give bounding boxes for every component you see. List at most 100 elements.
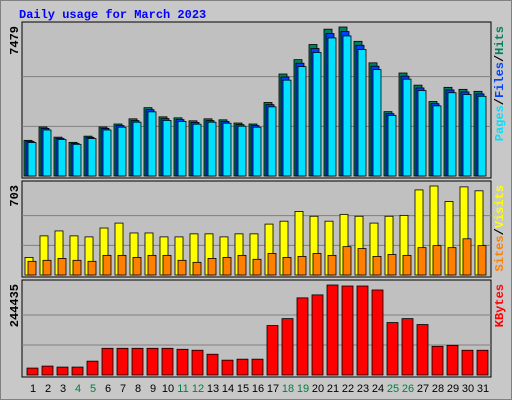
bar [192,261,202,276]
bar [177,121,187,177]
x-tick-label: 28 [432,383,444,395]
x-tick-label: 19 [297,383,309,395]
x-tick-label: 18 [282,383,294,395]
bar [372,69,382,177]
bar [356,285,369,376]
x-tick-label: 29 [447,383,459,395]
bar [372,255,382,276]
bar [191,349,204,376]
x-tick-label: 7 [120,383,126,395]
bar [432,245,442,276]
bar [26,367,39,376]
x-tick-label: 10 [162,383,174,395]
bar [386,322,399,376]
bar [402,254,412,276]
bar [87,260,97,276]
bar [342,246,352,276]
x-tick-label: 2 [45,383,51,395]
legend-entry: Pages [493,105,507,141]
bar [146,347,159,376]
x-tick-label: 20 [312,383,324,395]
bar [252,126,262,177]
legend-separator: / [493,55,507,62]
x-tick-label: 6 [105,383,111,395]
x-tick-label: 31 [477,383,489,395]
x-tick-label: 11 [177,383,188,395]
bar [236,358,249,376]
bar [326,284,339,376]
y-max-label: 7479 [8,26,22,55]
bar [56,366,69,376]
bar [72,259,82,276]
bar [42,129,52,177]
bar [446,344,459,376]
bar [222,257,232,276]
x-tick-label: 22 [342,383,354,395]
bar [461,349,474,376]
x-tick-label: 23 [357,383,369,395]
bar [207,121,217,177]
legend: Pages/Files/Hits [493,26,507,141]
bar [57,139,67,177]
x-tick-label: 21 [327,383,339,395]
bar [417,90,427,177]
bar [311,294,324,376]
x-tick-label: 26 [402,383,414,395]
bar [252,258,262,276]
bar [132,121,142,177]
bar [401,318,414,376]
bar [222,122,232,177]
bar [297,66,307,177]
bar [42,259,52,276]
x-tick-label: 27 [417,383,429,395]
bar [131,347,144,376]
bar [192,123,202,177]
x-tick-label: 12 [192,383,204,395]
x-tick-label: 17 [267,383,279,395]
bar [176,348,189,376]
bar [387,115,397,177]
bar [477,245,487,276]
x-tick-label: 16 [252,383,264,395]
bar [41,365,54,376]
bar [57,258,67,276]
bar [341,285,354,376]
bar [87,138,97,177]
bar [327,37,337,177]
bar [282,79,292,177]
bar [342,35,352,177]
bar [72,143,82,177]
bar [431,345,444,376]
legend-entry: KBytes [493,284,507,327]
bar [161,347,174,376]
legend-separator: / [493,228,507,235]
bar [297,255,307,276]
bar [477,95,487,177]
y-max-label: 703 [8,185,22,207]
bar [462,238,472,276]
chart-title: Daily usage for March 2023 [19,8,206,22]
bar [117,126,127,177]
bar [371,289,384,376]
bar [282,257,292,276]
x-tick-label: 4 [75,383,81,395]
bar [117,254,127,276]
bar [132,257,142,276]
x-tick-label: 14 [222,383,234,395]
x-tick-label: 30 [462,383,474,395]
bar [147,111,157,177]
bar [71,366,84,376]
bar [221,359,234,376]
bar [251,358,264,376]
bar [116,347,129,376]
bar [462,94,472,177]
legend-entry: Hits [493,26,507,55]
bar [432,105,442,177]
bar [327,254,337,276]
legend-entry: Sites [493,235,507,271]
bar [267,253,277,276]
x-tick-label: 9 [150,383,156,395]
bar [312,52,322,177]
x-tick-label: 5 [90,383,96,395]
